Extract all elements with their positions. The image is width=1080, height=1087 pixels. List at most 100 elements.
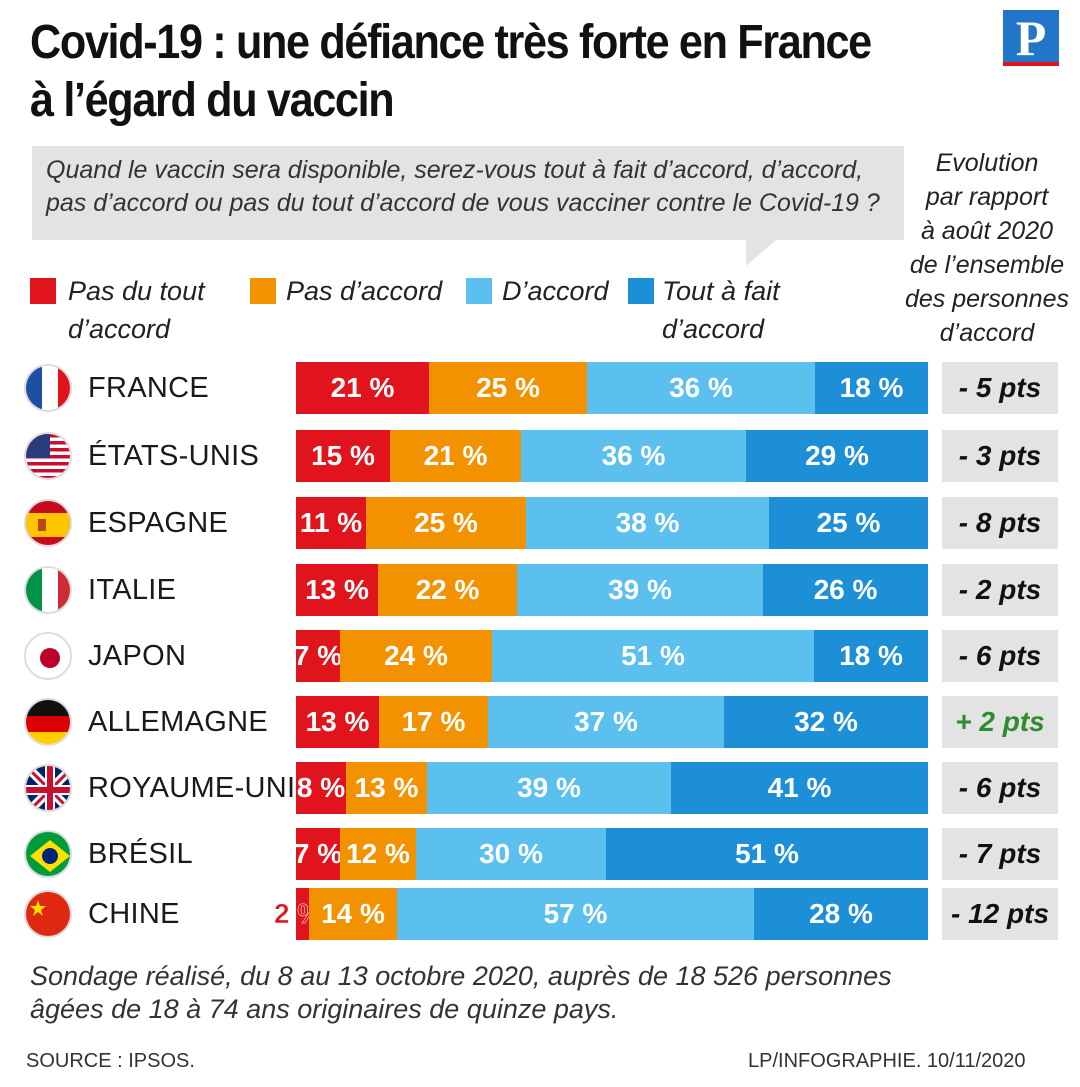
evolution-value: - 2 pts: [942, 564, 1058, 616]
legend-text: Tout à fait: [662, 276, 780, 306]
legend-swatch-pas-accord: [250, 278, 276, 304]
evolution-value: - 6 pts: [942, 630, 1058, 682]
bar-value-label: 41 %: [767, 772, 832, 803]
stacked-bar: 8 % 13 % 39 % 41 %: [296, 762, 928, 814]
bar-value-label: 14 %: [321, 898, 385, 929]
bar-value-label: 36 %: [669, 372, 733, 403]
legend-text: d’accord: [68, 314, 171, 344]
bar-segment: 30 %: [416, 828, 606, 880]
evolution-header-line: Evolution: [935, 149, 1039, 177]
legend-swatch-pas-du-tout: [30, 278, 56, 304]
japan-flag-icon: [24, 632, 72, 680]
chart-row: FRANCE 21 % 25 % 36 % 18 % - 5 pts: [0, 362, 1080, 414]
bar-segment: 22 %: [378, 564, 517, 616]
bar-segment: 13 %: [296, 696, 379, 748]
bar-segment: 25 %: [769, 497, 928, 549]
evolution-header-line: à août 2020: [920, 217, 1054, 245]
bar-segment: 41 %: [671, 762, 928, 814]
source-text: SOURCE : IPSOS.: [26, 1050, 195, 1072]
bar-value-label: 39 %: [608, 574, 672, 605]
evolution-value: - 8 pts: [942, 497, 1058, 549]
evolution-value: - 7 pts: [942, 828, 1058, 880]
legend-label-tout-a-fait: Tout à fait d’accord: [662, 272, 780, 348]
stacked-bar: 13 % 17 % 37 % 32 %: [296, 696, 928, 748]
bar-value-label: 37 %: [574, 706, 638, 737]
chart-row: ALLEMAGNE 13 % 17 % 37 % 32 % + 2 pts: [0, 696, 1080, 748]
bar-segment: 11 %: [296, 497, 366, 549]
bar-value-label: 51 %: [621, 640, 685, 671]
country-label: ESPAGNE: [88, 507, 229, 539]
country-label: BRÉSIL: [88, 838, 193, 870]
legend-text: d’accord: [662, 314, 765, 344]
question-line-2: pas d’accord ou pas du tout d’accord de …: [46, 189, 880, 217]
stacked-bar: 7 % 24 % 51 % 18 %: [293, 630, 928, 682]
bar-value-label: 25 %: [816, 507, 881, 538]
china-flag-icon: [24, 890, 72, 938]
question-text: Quand le vaccin sera disponible, serez-v…: [46, 154, 896, 220]
bar-value-label: 15 %: [311, 440, 375, 471]
bar-segment: 21 %: [390, 430, 521, 482]
legend-label-pas-du-tout: Pas du tout d’accord: [68, 272, 205, 348]
footnote-line-2: âgées de 18 à 74 ans originaires de quin…: [30, 994, 619, 1024]
bar-value-label: 17 %: [401, 706, 466, 737]
bar-segment: 39 %: [517, 564, 763, 616]
bar-segment: 36 %: [587, 362, 815, 414]
bar-segment: 12 %: [340, 828, 416, 880]
bar-value-label: 22 %: [415, 574, 480, 605]
evolution-header: Evolution par rapport à août 2020 de l’e…: [898, 146, 1076, 350]
bar-value-label: 26 %: [813, 574, 878, 605]
germany-flag-icon: [24, 698, 72, 746]
question-bubble: Quand le vaccin sera disponible, serez-v…: [32, 146, 904, 240]
bar-value-label: 51 %: [735, 838, 799, 869]
question-bubble-tail: [746, 240, 776, 266]
bar-value-label: 25 %: [414, 507, 478, 538]
chart-row: ITALIE 13 % 22 % 39 % 26 % - 2 pts: [0, 564, 1080, 616]
bar-value-label: 28 %: [809, 898, 873, 929]
bar-segment: 37 %: [488, 696, 724, 748]
publisher-logo: P: [1003, 10, 1059, 66]
stacked-bar: 2 % 14 % 57 % 28 %: [274, 888, 928, 940]
bar-value-label: 29 %: [805, 440, 869, 471]
bar-value-label: 21 %: [423, 440, 488, 471]
bar-segment: 17 %: [379, 696, 488, 748]
bar-segment: 36 %: [521, 430, 746, 482]
bar-value-label: 32 %: [794, 706, 858, 737]
bar-value-label: 8 %: [296, 772, 346, 803]
usa-flag-icon: [24, 432, 72, 480]
bar-segment: 21 %: [296, 362, 429, 414]
bar-segment: 29 %: [746, 430, 928, 482]
chart-row: ROYAUME-UNI 8 % 13 % 39 % 41 % - 6 pts: [0, 762, 1080, 814]
stacked-bar: 21 % 25 % 36 % 18 %: [296, 362, 928, 414]
chart-row: ESPAGNE 11 % 25 % 38 % 25 % - 8 pts: [0, 497, 1080, 549]
bar-segment: 8 %: [296, 762, 346, 814]
credit-text: LP/INFOGRAPHIE. 10/11/2020: [748, 1050, 1026, 1072]
bar-value-label: 36 %: [601, 440, 666, 471]
stacked-bar: 7 % 12 % 30 % 51 %: [293, 828, 928, 880]
uk-flag-icon: [24, 764, 72, 812]
stacked-bar: 15 % 21 % 36 % 29 %: [296, 430, 928, 482]
bar-value-label: 12 %: [346, 838, 410, 869]
footnote: Sondage réalisé, du 8 au 13 octobre 2020…: [30, 960, 1050, 1026]
stacked-bar: 13 % 22 % 39 % 26 %: [296, 564, 928, 616]
bar-segment: 13 %: [346, 762, 427, 814]
bar-value-label: 7 %: [293, 640, 343, 671]
bar-segment: 25 %: [366, 497, 526, 549]
bar-value-label: 30 %: [479, 838, 543, 869]
country-label: JAPON: [88, 640, 187, 672]
logo-letter: P: [1015, 10, 1047, 66]
logo-stripe: [1003, 62, 1059, 66]
chart-row: ÉTATS-UNIS 15 % 21 % 36 % 29 % - 3 pts: [0, 430, 1080, 482]
question-line-1: Quand le vaccin sera disponible, serez-v…: [46, 156, 864, 184]
evolution-header-line: des personnes: [904, 285, 1069, 313]
evolution-value: + 2 pts: [942, 696, 1058, 748]
spain-flag-icon: [24, 499, 72, 547]
bar-segment: 32 %: [724, 696, 928, 748]
bar-segment: 13 %: [296, 564, 378, 616]
bar-segment: 39 %: [427, 762, 671, 814]
bar-value-label: 7 %: [293, 838, 343, 869]
chart-row: BRÉSIL 7 % 12 % 30 % 51 % - 7 pts: [0, 828, 1080, 880]
country-label: ÉTATS-UNIS: [88, 440, 260, 472]
chart-row: CHINE 2 % 14 % 57 % 28 % - 12 pts: [0, 888, 1080, 940]
italy-flag-icon: [24, 566, 72, 614]
legend-label-pas-accord: Pas d’accord: [286, 272, 442, 310]
